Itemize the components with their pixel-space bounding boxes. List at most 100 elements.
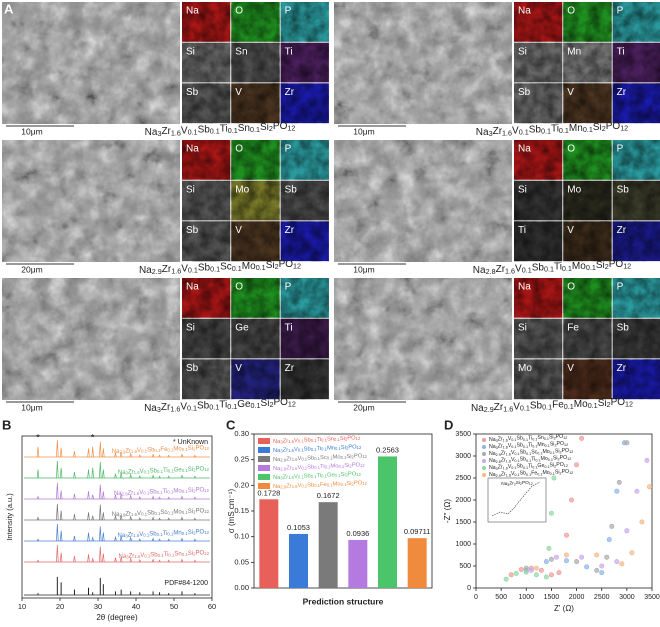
value-label: 0.1053 [287,523,310,532]
element-map-texture [514,2,563,42]
diffraction-peak [99,526,102,542]
element-label: Si [518,184,527,195]
y-tick-label: 0.00 [234,583,249,592]
element-label: V [235,363,242,374]
panel-label: A [4,1,14,16]
element-label: P [617,282,624,293]
diffraction-peak [102,491,105,500]
element-map-texture [182,278,231,318]
composition-caption: Na2.9Zr1.6V0.1Sb0.1Fe0.1Mo0.1Si2PO12 [471,397,633,414]
data-point [543,574,549,580]
data-point [606,537,612,543]
inset-label: Na3Zr2Si2PO12 [501,480,533,487]
element-label: Ti [518,225,526,236]
element-map-texture [182,221,231,262]
diffraction-peak [87,532,90,542]
x-tick-label: 40 [132,602,140,611]
element-label: Mn [567,46,581,57]
diffraction-peak [167,559,170,563]
x-tick-label: 20 [56,602,64,611]
data-point [548,572,554,578]
diffraction-peak [99,546,102,563]
diffraction-peak [158,538,161,542]
scale-label: 10μm [353,264,374,274]
sem-texture [2,278,180,400]
y-tick-label: 0.10 [234,532,249,541]
diffraction-peak [158,496,161,500]
y-axis-label: -Z'' (Ω) [443,499,452,523]
diffraction-peak [114,452,117,458]
element-map-texture [231,318,280,359]
sem-texture [2,140,180,262]
y-tick-label: 3000 [455,453,471,460]
diffraction-peak [59,530,63,542]
series-label: Na3Zr1.6V0.1Sb0.1Ti0.1Ge0.1Si2PO12 [118,466,210,476]
diffraction-peak [102,532,105,542]
element-map-texture [563,2,612,42]
element-map-texture [280,318,329,359]
x-tick-label: 2000 [569,594,585,601]
data-point [639,519,645,525]
legend-label: Na2.9Zr1.6V0.1Sb0.1Sc0.1Mo0.1Si2PO12 [273,453,368,462]
data-point [574,559,580,565]
diffraction-peak [119,535,123,542]
inset-frame [487,477,547,523]
diffraction-peak [180,516,184,521]
data-point [584,564,590,570]
data-point [579,554,585,560]
element-map-texture [563,221,612,262]
element-map-texture [514,221,563,262]
element-label: Na [518,6,531,17]
composition-caption: Na3Zr1.6V0.1Sb0.1Ti0.1Ge0.1Si2PO12 [144,397,296,414]
diffraction-peak [138,559,142,563]
element-map-texture [612,221,660,262]
element-map-texture [231,2,280,42]
diffraction-peak [129,557,132,563]
diffraction-peak [119,556,123,563]
diffraction-peak [99,441,102,458]
y-tick-label: 3500 [455,431,471,438]
diffraction-peak [167,517,170,521]
legend-swatch [258,447,270,453]
legend-swatch [258,456,270,462]
bar [348,539,368,588]
diffraction-peak [167,538,170,542]
data-point [619,561,625,567]
data-point [594,552,600,558]
element-map-texture [612,140,660,180]
data-point [569,497,575,503]
annotation: * UnKnown [173,439,208,446]
diffraction-peak [36,469,40,479]
scale-label: 10μm [21,126,42,136]
element-map-texture [612,318,660,359]
legend-label: Na2.9Zr1.6V0.1Sb0.1Fe0.1Mo0.1Si2PO12 [489,469,573,478]
sem-texture [334,140,512,262]
element-label: V [567,363,574,374]
diffraction-peak [56,523,59,542]
value-label: 0.0936 [346,529,369,538]
diffraction-peak [151,495,155,500]
diffraction-peak [73,513,76,521]
x-tick-label: 30 [94,602,102,611]
x-tick-label: 3500 [644,594,660,601]
x-tick-label: 500 [495,594,507,601]
y-tick-label: 0.05 [234,557,249,566]
data-point [616,479,622,485]
diffraction-peak [167,454,170,458]
x-axis-label: 2θ (degree) [96,613,138,622]
element-label: Si [518,46,527,57]
element-label: Mo [518,363,532,374]
diffraction-peak [193,559,197,563]
diffraction-peak [73,493,76,500]
diffraction-peak [193,454,197,458]
diffraction-peak [91,494,94,500]
element-map-texture [182,180,231,221]
diffraction-peak [87,469,90,479]
x-tick-label: 0 [474,594,478,601]
element-label: Si [186,184,195,195]
element-label: Zr [617,87,627,98]
element-map-texture [514,278,563,318]
data-point [508,572,514,578]
diffraction-peak [151,537,155,542]
